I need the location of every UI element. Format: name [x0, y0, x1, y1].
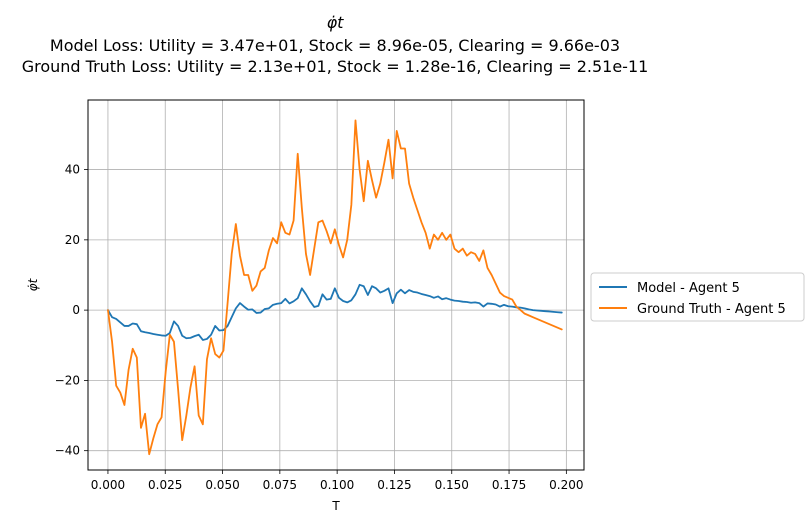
x-ticks: 0.000 0.025 0.050 0.075 0.100 0.125 0.150 0.175… [91, 470, 584, 492]
chart-subtitle-model-loss: Model Loss: Utility = 3.47e+01, Stock = … [50, 36, 620, 55]
chart-title: φ̇t [327, 13, 345, 32]
y-axis-label: φ̇t [26, 277, 40, 291]
x-tick-label: 0.075 [263, 478, 297, 492]
chart-subtitle-ground-truth-loss: Ground Truth Loss: Utility = 2.13e+01, S… [22, 57, 649, 76]
legend-label-model: Model - Agent 5 [637, 281, 740, 296]
x-tick-label: 0.000 [91, 478, 125, 492]
legend-label-ground-truth: Ground Truth - Agent 5 [637, 302, 786, 317]
y-ticks: −40 −20 0 20 40 [55, 163, 88, 458]
series-line-model-agent-5 [107, 283, 563, 341]
y-tick-label: 20 [65, 233, 80, 247]
legend: Model - Agent 5 Ground Truth - Agent 5 [590, 272, 805, 322]
y-tick-label: −40 [55, 444, 80, 458]
series-line-ground-truth-agent-5 [107, 119, 563, 456]
y-tick-label: 0 [72, 303, 80, 317]
plot-frame [87, 99, 585, 471]
x-tick-label: 0.175 [492, 478, 526, 492]
x-tick-label: 0.025 [148, 478, 182, 492]
y-tick-label: 40 [65, 163, 80, 177]
x-axis-label: T [331, 499, 340, 513]
y-tick-label: −20 [55, 373, 80, 387]
legend-box [590, 272, 805, 322]
x-tick-label: 0.050 [205, 478, 239, 492]
x-tick-label: 0.100 [320, 478, 354, 492]
x-tick-label: 0.125 [377, 478, 411, 492]
x-tick-label: 0.150 [435, 478, 469, 492]
x-tick-label: 0.200 [549, 478, 583, 492]
series-layer [107, 119, 563, 456]
